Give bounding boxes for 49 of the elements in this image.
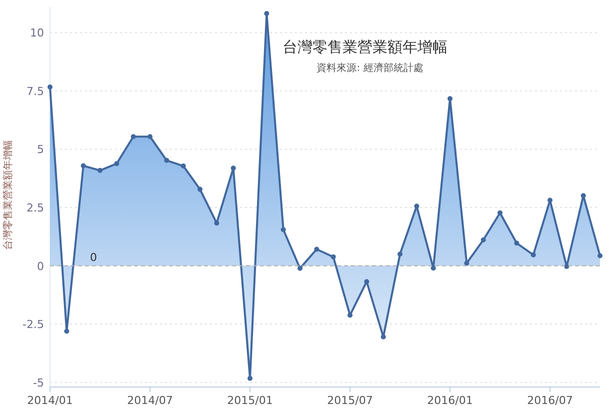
x-tick-label: 2015/01: [227, 394, 273, 407]
point: [498, 210, 502, 216]
point: [398, 252, 402, 257]
point: [64, 328, 70, 334]
point: [448, 96, 452, 102]
x-tick-label: 2016/01: [427, 394, 473, 407]
y-tick-label: 7.5: [26, 84, 44, 98]
point: [480, 237, 486, 242]
text: 台灣零售業營業額年增幅: [282, 38, 448, 56]
x-tick-label: 2016/07: [527, 394, 573, 407]
x-tick-label: 2014/07: [127, 394, 173, 407]
point: [230, 166, 236, 171]
point: [164, 158, 170, 163]
point: [514, 240, 520, 246]
point: [80, 163, 86, 168]
point: [130, 134, 136, 140]
x-tick-label: 2014/01: [27, 394, 73, 407]
point: [380, 334, 386, 340]
point: [148, 134, 152, 140]
y-tick-label: 0: [37, 260, 44, 273]
point: [530, 252, 536, 258]
point: [198, 186, 202, 192]
point: [314, 246, 320, 252]
point: [348, 312, 352, 318]
point: [180, 163, 186, 168]
text: 資料來源: 經濟部統計處: [316, 62, 424, 74]
y-tick-label: 10: [30, 26, 44, 40]
point: [464, 260, 470, 266]
point: [114, 161, 120, 166]
y-axis-title: 台灣零售業營業額年增幅: [2, 140, 14, 250]
point: [430, 266, 436, 271]
point: [298, 266, 302, 271]
y-tick-label: -5: [33, 376, 44, 390]
y-tick-label: 2.5: [26, 201, 44, 214]
y-tick-label: 5: [37, 143, 44, 156]
point: [280, 227, 286, 232]
point: [414, 204, 420, 209]
point: [48, 84, 52, 90]
point: [598, 253, 602, 258]
point: [248, 376, 252, 381]
ref-line-label: 0: [90, 250, 97, 264]
point: [580, 193, 586, 198]
point: [98, 168, 102, 173]
point: [214, 220, 220, 226]
x-tick-label: 2015/07: [327, 394, 373, 407]
point: [548, 198, 552, 203]
y-tick-label: -2.5: [22, 318, 44, 332]
point: [330, 254, 336, 260]
point: [264, 11, 270, 16]
